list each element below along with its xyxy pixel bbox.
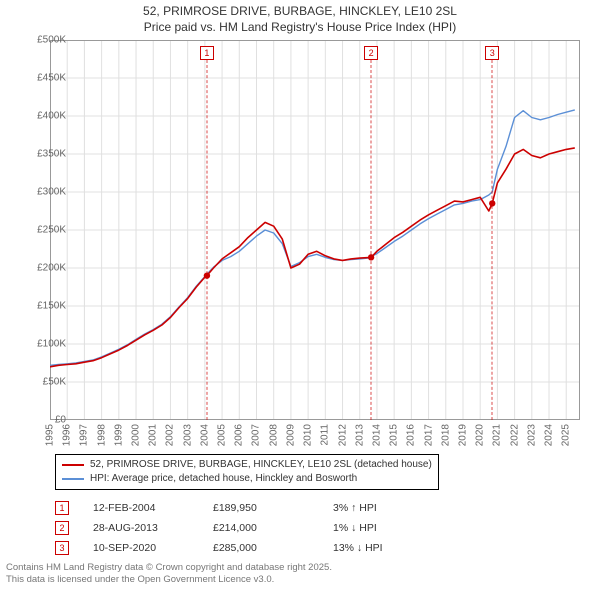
y-tick-label: £450K — [20, 73, 66, 84]
y-tick-label: £100K — [20, 339, 66, 350]
x-tick-label: 2001 — [148, 424, 159, 446]
transaction-hpi: 1% ↓ HPI — [333, 522, 377, 534]
legend-label: 52, PRIMROSE DRIVE, BURBAGE, HINCKLEY, L… — [90, 458, 432, 472]
event-marker-line — [371, 60, 372, 420]
legend: 52, PRIMROSE DRIVE, BURBAGE, HINCKLEY, L… — [55, 454, 439, 490]
x-tick-label: 2016 — [406, 424, 417, 446]
x-tick-label: 2008 — [268, 424, 279, 446]
x-tick-label: 2006 — [234, 424, 245, 446]
transaction-date: 10-SEP-2020 — [93, 542, 213, 554]
x-tick-label: 2002 — [165, 424, 176, 446]
y-tick-label: £150K — [20, 301, 66, 312]
x-tick-label: 2000 — [131, 424, 142, 446]
event-marker-box: 1 — [200, 46, 214, 60]
transaction-row: 2 28-AUG-2013£214,0001% ↓ HPI — [55, 518, 383, 538]
transactions-table: 1 12-FEB-2004£189,9503% ↑ HPI 2 28-AUG-2013… — [55, 498, 383, 558]
footer-line-1: Contains HM Land Registry data © Crown c… — [6, 562, 332, 574]
x-tick-label: 1997 — [79, 424, 90, 446]
footer-line-2: This data is licensed under the Open Gov… — [6, 574, 332, 586]
transaction-row: 1 12-FEB-2004£189,9503% ↑ HPI — [55, 498, 383, 518]
transaction-price: £214,000 — [213, 522, 333, 534]
transaction-marker: 2 — [55, 521, 69, 535]
x-tick-label: 1995 — [45, 424, 56, 446]
transaction-hpi: 3% ↑ HPI — [333, 502, 377, 514]
x-tick-label: 2010 — [303, 424, 314, 446]
x-tick-label: 1996 — [62, 424, 73, 446]
y-tick-label: £400K — [20, 111, 66, 122]
transaction-row: 3 10-SEP-2020£285,00013% ↓ HPI — [55, 538, 383, 558]
title-line-2: Price paid vs. HM Land Registry's House … — [0, 20, 600, 36]
transaction-marker: 3 — [55, 541, 69, 555]
x-tick-label: 2003 — [182, 424, 193, 446]
x-tick-label: 2020 — [475, 424, 486, 446]
transaction-date: 12-FEB-2004 — [93, 502, 213, 514]
x-tick-label: 2019 — [457, 424, 468, 446]
event-marker-line — [492, 60, 493, 420]
x-tick-label: 2012 — [337, 424, 348, 446]
x-tick-label: 2005 — [217, 424, 228, 446]
transaction-date: 28-AUG-2013 — [93, 522, 213, 534]
chart-title: 52, PRIMROSE DRIVE, BURBAGE, HINCKLEY, L… — [0, 0, 600, 35]
x-tick-label: 2022 — [509, 424, 520, 446]
x-tick-label: 2011 — [320, 424, 331, 446]
y-tick-label: £0 — [20, 415, 66, 426]
transaction-price: £189,950 — [213, 502, 333, 514]
y-tick-label: £300K — [20, 187, 66, 198]
x-tick-label: 2018 — [440, 424, 451, 446]
line-chart — [50, 40, 580, 420]
x-tick-label: 2021 — [492, 424, 503, 446]
event-marker-line — [206, 60, 207, 420]
legend-label: HPI: Average price, detached house, Hinc… — [90, 472, 357, 486]
x-tick-label: 2023 — [526, 424, 537, 446]
legend-swatch — [62, 478, 84, 480]
y-tick-label: £50K — [20, 377, 66, 388]
legend-swatch — [62, 464, 84, 466]
y-tick-label: £350K — [20, 149, 66, 160]
event-marker-box: 3 — [485, 46, 499, 60]
x-tick-label: 2007 — [251, 424, 262, 446]
x-tick-label: 2017 — [423, 424, 434, 446]
x-tick-label: 2014 — [371, 424, 382, 446]
event-marker-box: 2 — [364, 46, 378, 60]
legend-item: HPI: Average price, detached house, Hinc… — [62, 472, 432, 486]
y-tick-label: £200K — [20, 263, 66, 274]
x-tick-label: 2015 — [389, 424, 400, 446]
x-tick-label: 2013 — [354, 424, 365, 446]
legend-item: 52, PRIMROSE DRIVE, BURBAGE, HINCKLEY, L… — [62, 458, 432, 472]
x-tick-label: 2025 — [561, 424, 572, 446]
x-tick-label: 1998 — [96, 424, 107, 446]
title-line-1: 52, PRIMROSE DRIVE, BURBAGE, HINCKLEY, L… — [0, 4, 600, 20]
y-tick-label: £250K — [20, 225, 66, 236]
y-tick-label: £500K — [20, 35, 66, 46]
transaction-price: £285,000 — [213, 542, 333, 554]
x-tick-label: 2024 — [544, 424, 555, 446]
chart-area — [50, 40, 580, 420]
x-tick-label: 2004 — [199, 424, 210, 446]
transaction-marker: 1 — [55, 501, 69, 515]
x-tick-label: 2009 — [285, 424, 296, 446]
footer-attribution: Contains HM Land Registry data © Crown c… — [6, 562, 332, 586]
transaction-hpi: 13% ↓ HPI — [333, 542, 383, 554]
x-tick-label: 1999 — [113, 424, 124, 446]
